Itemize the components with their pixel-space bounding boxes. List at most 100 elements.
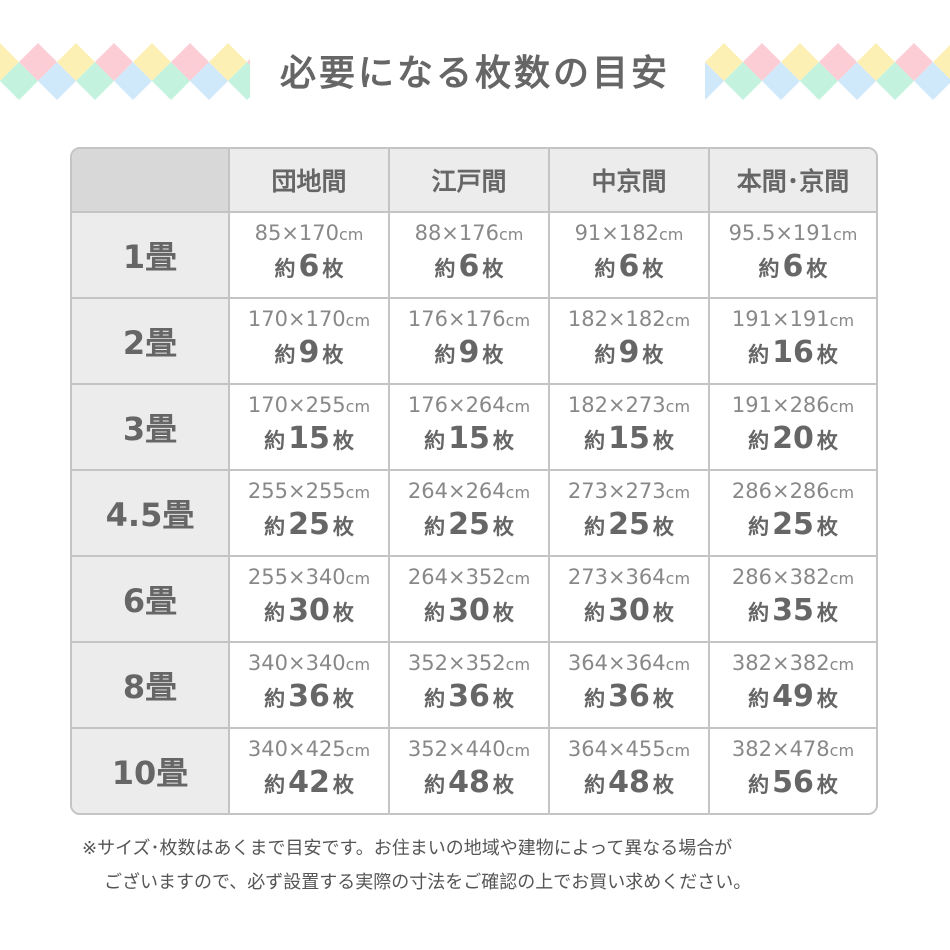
sheets-label: 枚 [332,429,354,453]
table-cell: 191×286cm 約 20 枚 [709,385,876,471]
count-value: 49 [772,679,814,714]
approx-label: 約 [594,257,616,281]
dimension-value: 273×273 [567,479,666,503]
unit-cm: cm [665,741,691,760]
count-value: 16 [772,335,814,370]
unit-cm: cm [665,397,691,416]
sheets-label: 枚 [492,687,514,711]
approx-label: 約 [584,773,606,797]
row-header: 4.5畳 [72,471,230,557]
table-cell: 264×264cm 約 25 枚 [389,471,550,557]
count-value: 56 [772,765,814,800]
room-dimensions: 95.5×191cm [710,220,876,248]
dimension-value: 85×170 [254,221,339,245]
approx-label: 約 [584,429,606,453]
unit-cm: cm [345,397,371,416]
dimension-value: 170×255 [247,393,346,417]
count-value: 25 [448,507,490,542]
sheets-label: 枚 [492,429,514,453]
sheets-label: 枚 [652,429,674,453]
approx-label: 約 [424,773,446,797]
room-dimensions: 273×364cm [550,564,708,592]
sheets-label: 枚 [332,601,354,625]
room-dimensions: 176×264cm [390,392,548,420]
row-header: 6畳 [72,557,230,643]
count-value: 25 [608,507,650,542]
table-cell: 364×455cm 約 48 枚 [549,729,710,813]
table-cell: 286×286cm 約 25 枚 [709,471,876,557]
count-value: 6 [458,249,480,284]
unit-cm: cm [505,483,531,502]
table-cell: 255×255cm 約 25 枚 [230,471,390,557]
approx-label: 約 [264,601,286,625]
dimension-value: 286×286 [731,479,830,503]
room-dimensions: 176×176cm [390,306,548,334]
sheets-label: 枚 [482,257,504,281]
table-row: 10畳 340×425cm 約 42 枚 352×440cm 約 48 枚 364×45… [72,729,876,813]
column-header: 団地間 [230,149,390,213]
table-cell: 255×340cm 約 30 枚 [230,557,390,643]
sheet-count: 約 25 枚 [550,506,708,548]
unit-cm: cm [345,569,371,588]
room-dimensions: 286×286cm [710,478,876,506]
sheet-count: 約 36 枚 [550,678,708,720]
approx-label: 約 [594,343,616,367]
unit-cm: cm [345,311,371,330]
dimension-value: 88×176 [414,221,499,245]
unit-cm: cm [658,225,684,244]
sheet-count: 約 15 枚 [230,420,388,462]
unit-cm: cm [829,655,855,674]
dimension-value: 382×382 [731,651,830,675]
unit-cm: cm [829,741,855,760]
count-value: 30 [288,593,330,628]
row-header: 1畳 [72,213,230,299]
count-value: 48 [608,765,650,800]
dimension-value: 191×191 [731,307,830,331]
count-value: 15 [448,421,490,456]
unit-cm: cm [665,483,691,502]
sheet-count: 約 15 枚 [550,420,708,462]
dimension-value: 352×440 [407,737,506,761]
table-cell: 273×273cm 約 25 枚 [549,471,710,557]
room-dimensions: 382×478cm [710,736,876,764]
column-header: 江戸間 [389,149,550,213]
sheets-label: 枚 [816,601,838,625]
dimension-value: 191×286 [731,393,830,417]
approx-label: 約 [748,687,770,711]
count-value: 6 [782,249,804,284]
sheets-label: 枚 [652,687,674,711]
approx-label: 約 [584,687,606,711]
room-dimensions: 91×182cm [550,220,708,248]
unit-cm: cm [498,225,524,244]
table-row: 3畳 170×255cm 約 15 枚 176×264cm 約 15 枚 182×273… [72,385,876,471]
dimension-value: 352×352 [407,651,506,675]
sheet-count: 約 56 枚 [710,764,876,806]
unit-cm: cm [665,311,691,330]
sheets-label: 枚 [816,687,838,711]
table-header-row: 団地間 江戸間 中京間 本間･京間 [72,149,876,213]
unit-cm: cm [665,655,691,674]
sheets-label: 枚 [322,343,344,367]
unit-cm: cm [345,655,371,674]
sheet-count: 約 48 枚 [550,764,708,806]
room-dimensions: 364×364cm [550,650,708,678]
dimension-value: 382×478 [731,737,830,761]
approx-label: 約 [264,773,286,797]
column-header: 中京間 [549,149,710,213]
approx-label: 約 [434,343,456,367]
room-dimensions: 264×264cm [390,478,548,506]
approx-label: 約 [274,257,296,281]
room-dimensions: 340×425cm [230,736,388,764]
sheet-count: 約 25 枚 [390,506,548,548]
sheet-count: 約 49 枚 [710,678,876,720]
